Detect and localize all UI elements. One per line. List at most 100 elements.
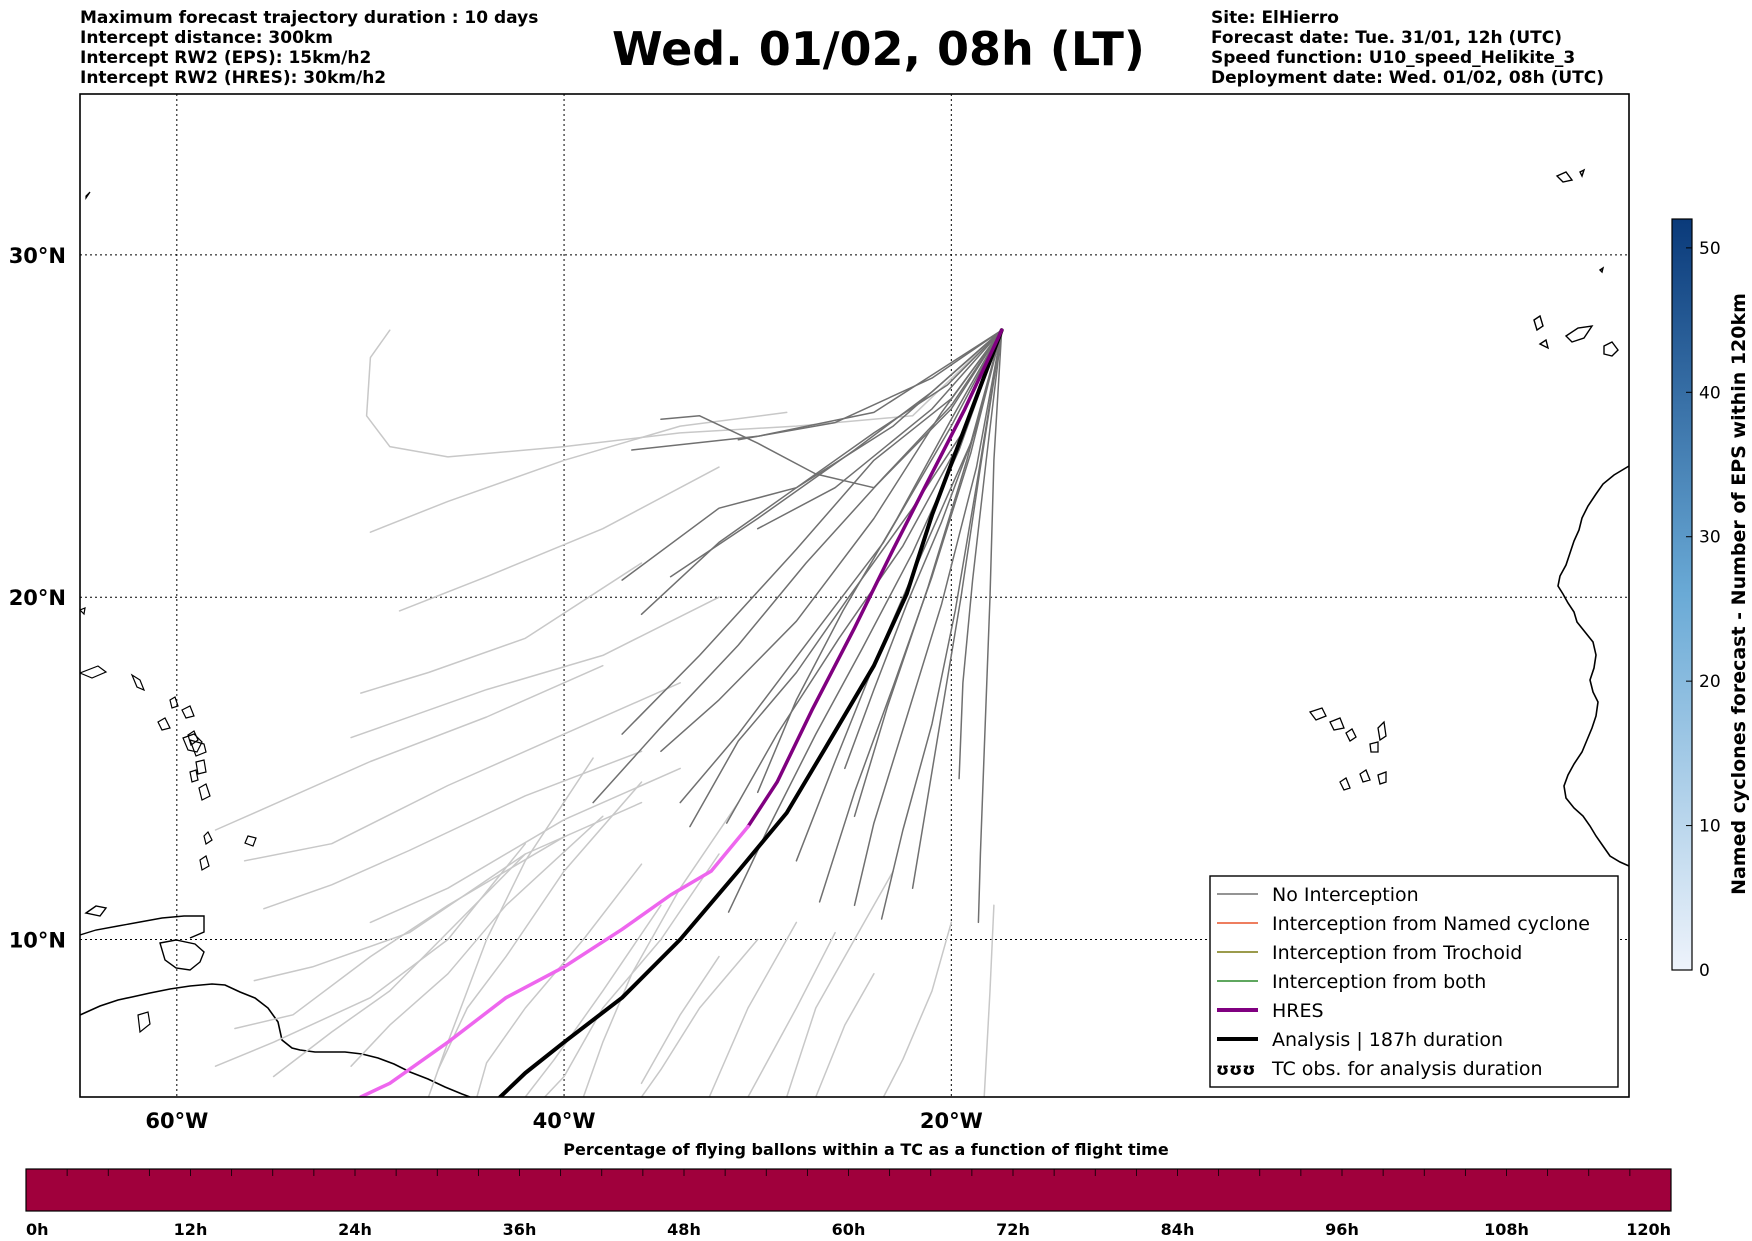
trajectory-faded — [350, 815, 604, 1067]
timebar-tick-label: 96h — [1325, 1220, 1359, 1239]
trajectory-no-interception — [853, 329, 1003, 907]
trajectory-faded — [983, 904, 995, 1097]
intercept-eps-text: Intercept RW2 (EPS): 15km/h2 — [80, 48, 372, 68]
legend-box — [1209, 875, 1619, 1088]
trajectory-faded — [543, 853, 720, 1097]
trajectory-no-interception — [880, 329, 1003, 920]
canary-islands — [1533, 168, 1619, 357]
trajectory-faded — [398, 466, 720, 612]
timebar-tick-label: 48h — [667, 1220, 701, 1239]
trajectory-faded — [882, 921, 953, 1097]
longitude-label: 20°W — [920, 1109, 983, 1133]
timebar-tick-label: 36h — [503, 1220, 537, 1239]
axis-labels: 60°W 40°W 20°W 10°N 20°N 30°N — [9, 244, 983, 1133]
timebar-tick-label: 120h — [1626, 1220, 1671, 1239]
legend-label: TC obs. for analysis duration — [1271, 1058, 1543, 1080]
trajectory-faded — [785, 870, 894, 1097]
trajectory-faded — [214, 842, 527, 1067]
trajectory-no-interception — [640, 329, 1003, 616]
trajectory-no-interception — [911, 329, 1003, 889]
timebar-tick-label: 12h — [174, 1220, 208, 1239]
trajectory-no-interception — [660, 329, 1003, 753]
trajectory-no-interception — [737, 329, 1003, 441]
timebar-tick-label: 24h — [338, 1220, 372, 1239]
trajectory-faded — [263, 750, 643, 910]
map-frame — [79, 93, 1630, 1098]
site-info: Site: ElHierro Forecast date: Tue. 31/01… — [1211, 8, 1604, 88]
trajectory-hres-early — [746, 328, 1004, 829]
longitude-label: 60°W — [145, 1109, 208, 1133]
trajectory-no-interception — [592, 329, 1003, 804]
trinidad-island — [159, 939, 205, 971]
intercept-hres-text: Intercept RW2 (HRES): 30km/h2 — [80, 68, 387, 88]
legend: No Interception Interception from Named c… — [1209, 875, 1619, 1088]
barbados-island — [244, 835, 257, 847]
africa-west-coast — [1557, 465, 1629, 867]
trajectory-faded — [369, 411, 788, 533]
longitude-label: 40°W — [533, 1109, 596, 1133]
speed-function-text: Speed function: U10_speed_Helikite_3 — [1211, 48, 1576, 68]
trajectory-faded — [427, 757, 594, 1097]
latitude-label: 10°N — [9, 929, 66, 953]
colorbar-title: Named cyclones forecast - Number of EPS … — [1728, 293, 1750, 895]
trajectory-no-interception — [689, 329, 1003, 828]
max-duration-text: Maximum forecast trajectory duration : 1… — [80, 8, 539, 28]
venezuela-coast-north — [80, 915, 205, 939]
colorbar-tick-label: 30 — [1699, 528, 1721, 548]
trajectory-faded — [350, 596, 720, 739]
forecast-parameters: Maximum forecast trajectory duration : 1… — [80, 8, 538, 88]
colorbar-tick-label: 0 — [1699, 961, 1710, 981]
trajectory-faded — [365, 329, 1003, 458]
coastlines — [80, 168, 1629, 1097]
trajectory-faded — [708, 921, 798, 1097]
trajectory-faded — [234, 836, 565, 1030]
trajectory-analysis — [498, 328, 1004, 1097]
trajectory-no-interception — [756, 329, 1003, 530]
legend-label: Interception from both — [1272, 971, 1486, 993]
tc-percentage-timebar: Percentage of flying ballons within a TC… — [25, 1140, 1672, 1239]
legend-label: Interception from Trochoid — [1272, 942, 1522, 964]
colorbar-fill — [1671, 218, 1693, 971]
tc-obs-symbol: ʊʊʊ — [1216, 1060, 1255, 1080]
site-text: Site: ElHierro — [1211, 8, 1339, 28]
cyclone-colorbar: 0 10 20 30 40 50 Named cyclones forecast - Num… — [1671, 218, 1750, 981]
legend-label: No Interception — [1272, 884, 1419, 906]
trajectory-faded — [815, 973, 875, 1097]
intercept-distance-text: Intercept distance: 300km — [80, 28, 333, 48]
legend-label: Analysis | 187h duration — [1272, 1029, 1503, 1051]
colorbar-tick-label: 50 — [1699, 239, 1721, 259]
trajectory-no-interception — [853, 329, 1003, 818]
caribbean-south-america-coast — [80, 983, 471, 1097]
trajectory-faded — [640, 938, 759, 1097]
margarita-island — [137, 1011, 151, 1034]
trajectory-no-interception — [727, 329, 1003, 913]
trajectory-no-interception — [679, 329, 1003, 804]
timebar-tick-label: 72h — [996, 1220, 1030, 1239]
timebar-fill — [25, 1168, 1672, 1212]
trajectory-faded — [437, 781, 643, 1071]
trajectory-no-interception — [756, 329, 1003, 794]
lesser-antilles-islands — [80, 191, 213, 871]
trajectory-faded — [747, 931, 836, 1097]
timebar-tick-label: 108h — [1484, 1220, 1529, 1239]
trajectory-faded — [524, 904, 662, 1097]
latitude-label: 20°N — [9, 586, 66, 610]
colorbar-tick-label: 40 — [1699, 383, 1721, 403]
timebar-tick-label: 84h — [1161, 1220, 1195, 1239]
trajectory-faded — [214, 664, 604, 831]
timebar-tick-label: 60h — [832, 1220, 866, 1239]
trajectory-layer — [214, 328, 1004, 1097]
trajectory-no-interception — [977, 329, 1003, 924]
legend-label: HRES — [1272, 1000, 1324, 1022]
trajectory-no-interception — [631, 329, 1003, 451]
trajectory-faded — [476, 863, 643, 1097]
trajectory-hres-late — [359, 824, 750, 1097]
trajectory-no-interception — [958, 329, 1003, 780]
timebar-tick-label: 0h — [26, 1220, 49, 1239]
trajectory-faded — [582, 801, 740, 1097]
trajectory-faded — [243, 682, 681, 862]
map-panel: 60°W 40°W 20°W 10°N 20°N 30°N — [9, 93, 1630, 1133]
page-title: Wed. 01/02, 08h (LT) — [612, 22, 1145, 76]
colorbar-tick-label: 20 — [1699, 672, 1721, 692]
